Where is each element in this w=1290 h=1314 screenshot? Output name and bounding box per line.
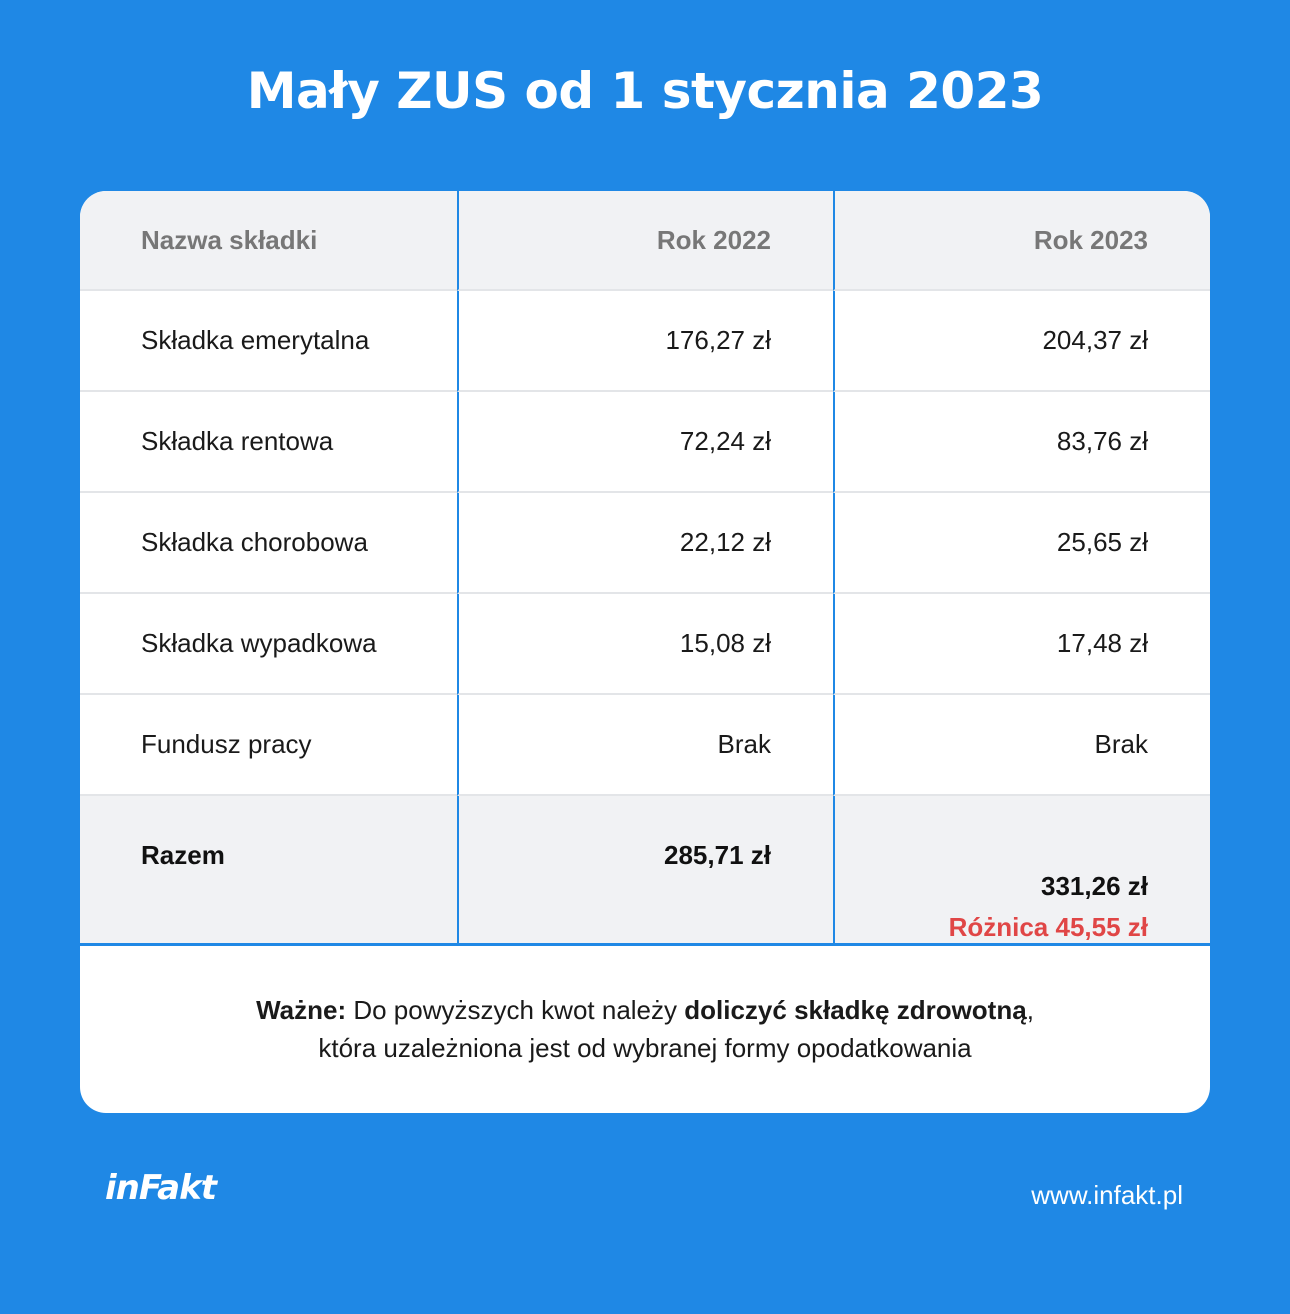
- row-2022: 15,08 zł: [457, 594, 833, 695]
- header-2023: Rok 2023: [833, 191, 1210, 291]
- row-2023: Brak: [833, 695, 1210, 796]
- row-2023: 25,65 zł: [833, 493, 1210, 594]
- difference-value: Różnica 45,55 zł: [948, 912, 1148, 942]
- row-2022: 72,24 zł: [457, 392, 833, 493]
- website-link[interactable]: www.infakt.pl: [1031, 1180, 1183, 1210]
- total-2022: 285,71 zł: [457, 796, 833, 946]
- total-2023-cell: 331,26 zł Różnica 45,55 zł: [833, 796, 1210, 946]
- row-2022: 22,12 zł: [457, 493, 833, 594]
- page-title: Mały ZUS od 1 stycznia 2023: [246, 62, 1044, 120]
- total-label: Razem: [80, 796, 457, 946]
- row-name: Składka chorobowa: [80, 493, 457, 594]
- row-name: Składka emerytalna: [80, 291, 457, 392]
- comparison-table: Nazwa składki Rok 2022 Rok 2023 Składka …: [80, 191, 1210, 946]
- header-name: Nazwa składki: [80, 191, 457, 291]
- note-line-1: Ważne: Do powyższych kwot należy doliczy…: [256, 991, 1034, 1029]
- row-2022: 176,27 zł: [457, 291, 833, 392]
- row-2023: 83,76 zł: [833, 392, 1210, 493]
- note-text-2: ,: [1026, 995, 1034, 1025]
- note-bold-mid: doliczyć składkę zdrowotną: [684, 995, 1027, 1025]
- note-line-2: która uzależniona jest od wybranej formy…: [318, 1033, 972, 1063]
- important-note: Ważne: Do powyższych kwot należy doliczy…: [80, 945, 1210, 1113]
- note-bold-prefix: Ważne:: [256, 995, 347, 1025]
- comparison-table-card: Nazwa składki Rok 2022 Rok 2023 Składka …: [80, 191, 1210, 1113]
- row-name: Składka rentowa: [80, 392, 457, 493]
- row-2022: Brak: [457, 695, 833, 796]
- header-2022: Rok 2022: [457, 191, 833, 291]
- row-2023: 17,48 zł: [833, 594, 1210, 695]
- row-2023: 204,37 zł: [833, 291, 1210, 392]
- total-2023: 331,26 zł: [1041, 871, 1148, 901]
- row-name: Fundusz pracy: [80, 695, 457, 796]
- note-text-1: Do powyższych kwot należy: [346, 995, 685, 1025]
- row-name: Składka wypadkowa: [80, 594, 457, 695]
- infakt-logo: inFakt: [105, 1168, 217, 1208]
